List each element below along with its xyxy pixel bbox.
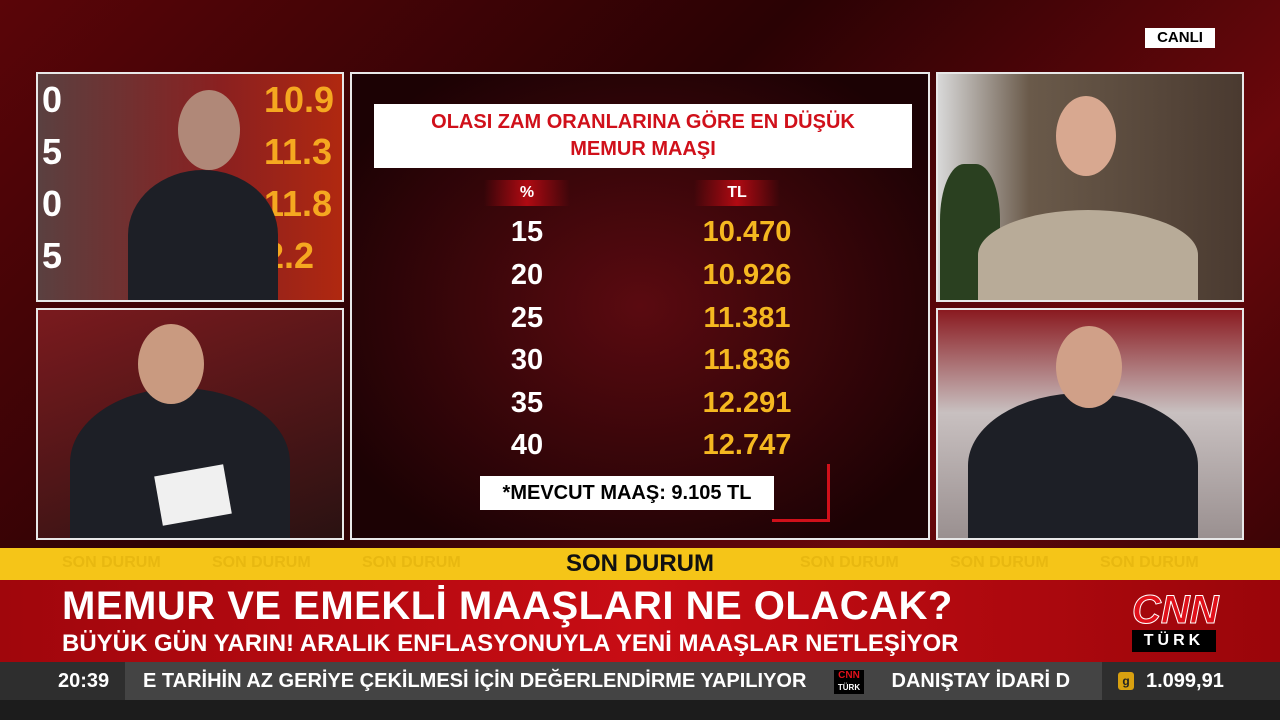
video-panel-bottom-left	[36, 308, 344, 540]
percent-cell: 25	[510, 302, 544, 334]
title-line: OLASI ZAM ORANLARINA GÖRE EN DÜŞÜK	[431, 111, 855, 133]
guest-head	[138, 324, 204, 404]
guest-head	[1056, 326, 1122, 408]
title-line: MEMUR MAAŞI	[570, 138, 716, 160]
headline: MEMUR VE EMEKLİ MAAŞLARI NE OLACAK?	[62, 584, 953, 628]
ticker-logo-icon: CNN TÜRK	[833, 669, 864, 694]
presenter	[128, 170, 278, 300]
cnn-turk-logo: CNN TÜRK	[1132, 588, 1220, 652]
subheadline: BÜYÜK GÜN YARIN! ARALIK ENFLASYONUYLA YE…	[62, 630, 959, 657]
background-screen-digits: 0 5 0 5	[42, 74, 62, 282]
screen-value: 11.3	[264, 131, 333, 172]
tl-cell: 12.291	[702, 387, 792, 419]
live-badge: CANLI	[1145, 28, 1215, 48]
tl-cell: 12.747	[702, 429, 792, 461]
screen-value: 10.9	[264, 79, 335, 120]
table-row: 35 12.291	[352, 387, 928, 429]
screen-digit: 0	[42, 183, 63, 224]
video-panel-top-right	[936, 72, 1244, 302]
ticker-scroll: E TARİHİN AZ GERİYE ÇEKİLMESİ İÇİN DEĞER…	[125, 662, 1102, 700]
screen-digit: 5	[42, 235, 63, 276]
clock: 20:39	[58, 670, 110, 692]
screen-digit: 0	[42, 79, 63, 120]
video-panel-top-left: 0 5 0 5 10.9 11.3 11.8 2.2	[36, 72, 344, 302]
gold-icon: g	[1118, 672, 1134, 690]
ticker-text: DANIŞTAY İDARİ D	[891, 670, 1071, 692]
percent-cell: 15	[510, 216, 544, 248]
ghost-label: SON DURUM	[950, 554, 1049, 571]
ticker-text: E TARİHİN AZ GERİYE ÇEKİLMESİ İÇİN DEĞER…	[143, 670, 807, 692]
column-header-tl: TL	[694, 180, 780, 206]
percent-cell: 35	[510, 387, 544, 419]
ghost-label: SON DURUM	[362, 554, 461, 571]
percent-cell: 40	[510, 429, 544, 461]
breaking-news-bar: SON DURUM SON DURUM SON DURUM SON DURUM …	[0, 548, 1280, 580]
table-row: 40 12.747	[352, 429, 928, 471]
tl-cell: 11.836	[703, 344, 791, 376]
ghost-label: SON DURUM	[1100, 554, 1199, 571]
gold-price: 1.099,91	[1146, 670, 1224, 692]
video-panel-bottom-right	[936, 308, 1244, 540]
tl-cell: 10.926	[702, 259, 792, 291]
guest	[978, 210, 1198, 300]
table-row: 20 10.926	[352, 259, 928, 301]
ghost-label: SON DURUM	[212, 554, 311, 571]
screen-digit: 5	[42, 131, 63, 172]
table-row: 30 11.836	[352, 344, 928, 386]
mini-cnn: CNN	[838, 669, 860, 681]
table-row: 15 10.470	[352, 216, 928, 258]
news-ticker: 20:39 E TARİHİN AZ GERİYE ÇEKİLMESİ İÇİN…	[0, 662, 1280, 700]
info-graphic: OLASI ZAM ORANLARINA GÖRE EN DÜŞÜK MEMUR…	[350, 72, 930, 540]
tl-cell: 11.381	[703, 302, 791, 334]
mini-turk: TÜRK	[837, 682, 861, 692]
percent-cell: 30	[510, 344, 544, 376]
current-salary-note: *MEVCUT MAAŞ: 9.105 TL	[480, 476, 774, 510]
logo-turk: TÜRK	[1132, 630, 1216, 652]
percent-cell: 20	[510, 259, 544, 291]
guest-head	[1056, 96, 1116, 176]
graphic-title: OLASI ZAM ORANLARINA GÖRE EN DÜŞÜK MEMUR…	[374, 104, 912, 168]
column-header-percent: %	[484, 180, 570, 206]
bottom-strip	[0, 700, 1280, 720]
ghost-label: SON DURUM	[62, 554, 161, 571]
son-durum-label: SON DURUM	[566, 550, 714, 577]
guest	[968, 393, 1198, 538]
tl-cell: 10.470	[702, 216, 792, 248]
presenter-head	[178, 90, 240, 170]
headline-bar: MEMUR VE EMEKLİ MAAŞLARI NE OLACAK? BÜYÜ…	[0, 580, 1280, 662]
table-row: 25 11.381	[352, 302, 928, 344]
logo-cnn: CNN	[1132, 588, 1220, 632]
ghost-label: SON DURUM	[800, 554, 899, 571]
corner-accent	[772, 464, 830, 522]
